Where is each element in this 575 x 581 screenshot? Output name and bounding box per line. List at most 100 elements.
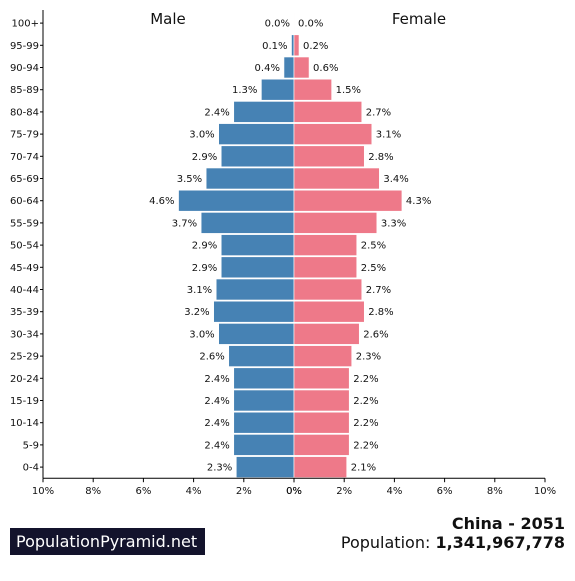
label-female-65-69: 3.4% [383,174,408,185]
bar-male-75-79[interactable] [218,123,295,145]
bar-male-25-29[interactable] [228,345,295,367]
age-label-80-84: 80-84 [10,107,39,118]
bar-female-45-49[interactable] [293,256,358,279]
label-male-10-14: 2.4% [204,418,229,429]
bar-female-95-99[interactable] [293,34,300,57]
label-female-15-19: 2.2% [353,396,378,407]
bar-female-65-69[interactable] [293,167,380,190]
label-female-35-39: 2.8% [368,307,393,318]
bar-female-55-59[interactable] [293,212,378,234]
label-male-50-54: 2.9% [192,241,217,252]
bar-female-30-34[interactable] [293,323,360,345]
bar-female-60-64[interactable] [293,189,403,212]
bar-female-40-44[interactable] [293,278,363,301]
age-label-15-19: 15-19 [10,396,39,407]
bar-male-60-64[interactable] [178,189,295,212]
label-male-45-49: 2.9% [192,263,217,274]
bar-female-85-89[interactable] [293,78,332,101]
age-label-5-9: 5-9 [23,440,39,451]
age-label-25-29: 25-29 [10,352,39,363]
bar-male-15-19[interactable] [233,389,295,412]
label-male-60-64: 4.6% [149,196,174,207]
age-label-100: 100+ [12,19,39,30]
bar-male-30-34[interactable] [218,323,295,345]
bar-female-35-39[interactable] [293,300,365,323]
bar-male-70-74[interactable] [220,145,295,168]
bar-female-75-79[interactable] [293,123,373,145]
bar-male-0-4[interactable] [235,456,295,478]
x-tick-label-0: 10% [32,486,54,497]
age-label-50-54: 50-54 [10,241,39,252]
age-label-95-99: 95-99 [10,41,39,52]
label-male-0-4: 2.3% [207,463,232,474]
brand-badge[interactable]: PopulationPyramid.net [10,528,206,555]
bar-male-10-14[interactable] [233,411,295,434]
label-male-80-84: 2.4% [204,107,229,118]
bar-female-20-24[interactable] [293,367,350,390]
bar-male-85-89[interactable] [261,78,295,101]
label-female-75-79: 3.1% [376,130,401,141]
chart-title: China - 2051 [451,514,565,533]
label-male-70-74: 2.9% [192,152,217,163]
x-tick-label-9: 6% [437,486,453,497]
bar-male-50-54[interactable] [220,234,295,256]
bar-female-25-29[interactable] [293,345,353,367]
bar-female-90-94[interactable] [293,56,310,79]
legend-male: Male [150,10,186,28]
label-male-20-24: 2.4% [204,374,229,385]
population-total: Population: 1,341,967,778 [341,533,565,552]
label-female-45-49: 2.5% [361,263,386,274]
label-female-30-34: 2.6% [363,329,388,340]
x-tick-label-5: 0% [286,486,302,497]
label-male-75-79: 3.0% [189,130,214,141]
age-label-90-94: 90-94 [10,63,39,74]
x-tick-label-10: 8% [487,486,503,497]
bar-male-90-94[interactable] [283,56,295,79]
label-female-95-99: 0.2% [303,41,328,52]
age-label-10-14: 10-14 [10,418,39,429]
x-tick-label-2: 6% [135,486,151,497]
bar-male-5-9[interactable] [233,434,295,456]
bar-male-80-84[interactable] [233,101,295,123]
age-label-0-4: 0-4 [23,463,39,474]
age-label-85-89: 85-89 [10,85,39,96]
bar-male-20-24[interactable] [233,367,295,390]
bar-female-10-14[interactable] [293,411,350,434]
age-label-75-79: 75-79 [10,130,39,141]
label-male-55-59: 3.7% [172,218,197,229]
x-tick-label-4: 2% [236,486,252,497]
age-label-35-39: 35-39 [10,307,39,318]
label-female-40-44: 2.7% [366,285,391,296]
label-female-80-84: 2.7% [366,107,391,118]
age-label-30-34: 30-34 [10,329,39,340]
bar-male-95-99[interactable] [291,34,295,57]
bar-female-0-4[interactable] [293,456,348,478]
bar-male-65-69[interactable] [205,167,295,190]
label-female-100: 0.0% [298,19,323,30]
age-label-70-74: 70-74 [10,152,39,163]
bar-female-70-74[interactable] [293,145,365,168]
brand-text: PopulationPyramid.net [16,532,198,551]
label-male-95-99: 0.1% [262,41,287,52]
label-male-25-29: 2.6% [199,352,224,363]
bar-female-50-54[interactable] [293,234,358,256]
bar-female-5-9[interactable] [293,434,350,456]
labels-layer: 0.0% 0.0% 0.1% 0.2% 0.4% 0.6% 1.3% 1.5% 2.4% 2.7%… [149,19,431,474]
bar-male-45-49[interactable] [220,256,295,279]
x-tick-label-11: 10% [534,486,556,497]
label-female-60-64: 4.3% [406,196,431,207]
bar-male-35-39[interactable] [213,300,295,323]
population-value: 1,341,967,778 [435,533,565,552]
label-female-50-54: 2.5% [361,241,386,252]
x-tick-label-1: 8% [85,486,101,497]
bar-male-55-59[interactable] [200,212,295,234]
x-tick-label-6: 0% [286,486,302,497]
bar-female-15-19[interactable] [293,389,350,412]
label-male-100: 0.0% [265,19,290,30]
bar-male-40-44[interactable] [215,278,295,301]
x-tick-label-3: 4% [186,486,202,497]
bar-female-80-84[interactable] [293,101,363,123]
label-male-5-9: 2.4% [204,440,229,451]
population-pyramid-chart: 0.0% 0.0% 0.1% 0.2% 0.4% 0.6% 1.3% 1.5% 2.4% 2.7%… [10,10,556,497]
label-female-0-4: 2.1% [351,463,376,474]
